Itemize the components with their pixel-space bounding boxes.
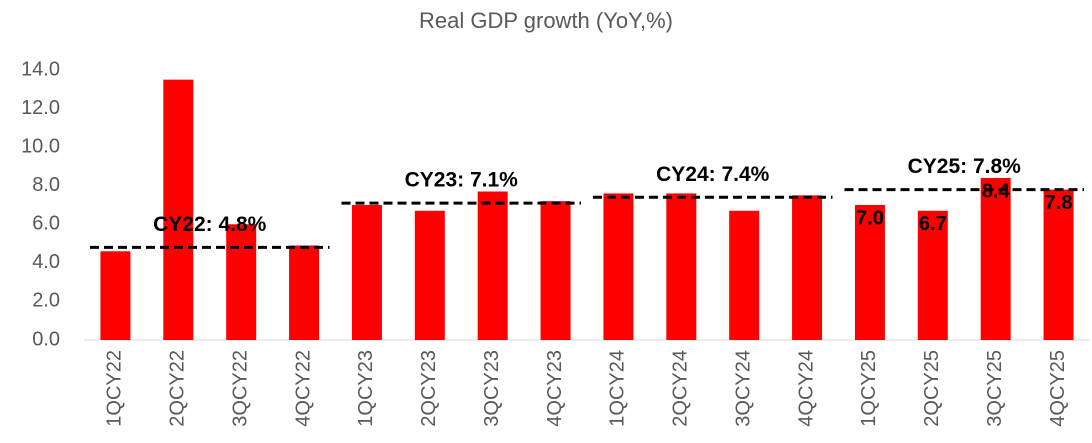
annotation: CY23: 7.1% [405, 169, 519, 192]
bar [917, 210, 948, 340]
annotation: CY25: 7.8% [908, 155, 1022, 178]
chart-title: Real GDP growth (YoY,%) [419, 8, 673, 33]
bar [854, 205, 885, 340]
y-tick-label: 14.0 [21, 58, 60, 80]
bar [351, 205, 382, 340]
x-tick-label: 1QCY25 [858, 350, 880, 427]
data-label: 7.0 [856, 207, 884, 229]
data-label: 6.7 [919, 213, 947, 235]
annotation: CY22: 4.8% [153, 213, 267, 236]
x-tick-label: 3QCY24 [732, 350, 754, 427]
x-tick-label: 2QCY23 [418, 350, 440, 427]
bar [603, 193, 634, 340]
x-tick-label: 4QCY24 [795, 350, 817, 427]
y-tick-label: 0.0 [32, 328, 60, 350]
bar [540, 201, 571, 340]
x-tick-label: 2QCY24 [670, 350, 692, 427]
x-tick-label: 1QCY23 [355, 350, 377, 427]
bar [729, 210, 760, 340]
x-tick-label: 1QCY22 [104, 350, 126, 427]
bar [289, 245, 320, 340]
bar [226, 224, 257, 340]
x-tick-label: 4QCY22 [292, 350, 314, 427]
x-tick-label: 1QCY24 [607, 350, 629, 427]
bar [100, 251, 131, 340]
x-tick-label: 2QCY22 [167, 350, 189, 427]
x-tick-label: 2QCY25 [921, 350, 943, 427]
data-label: 7.8 [1045, 192, 1073, 214]
bar [666, 193, 697, 340]
x-tick-label: 4QCY25 [1047, 350, 1069, 427]
y-tick-label: 4.0 [32, 251, 60, 273]
y-tick-label: 2.0 [32, 290, 60, 312]
bar [414, 210, 445, 340]
bar [1043, 189, 1074, 340]
data-label: 8.4 [982, 180, 1011, 202]
x-tick-label: 3QCY22 [229, 350, 251, 427]
bar [477, 191, 508, 340]
y-tick-label: 10.0 [21, 135, 60, 157]
x-tick-label: 3QCY23 [481, 350, 503, 427]
y-tick-label: 8.0 [32, 174, 60, 196]
y-tick-label: 6.0 [32, 213, 60, 235]
bar [980, 178, 1011, 340]
x-tick-label: 4QCY23 [544, 350, 566, 427]
y-tick-label: 12.0 [21, 97, 60, 119]
x-tick-label: 3QCY25 [984, 350, 1006, 427]
bar [163, 79, 194, 341]
bar [792, 195, 823, 340]
annotation: CY24: 7.4% [656, 163, 770, 186]
